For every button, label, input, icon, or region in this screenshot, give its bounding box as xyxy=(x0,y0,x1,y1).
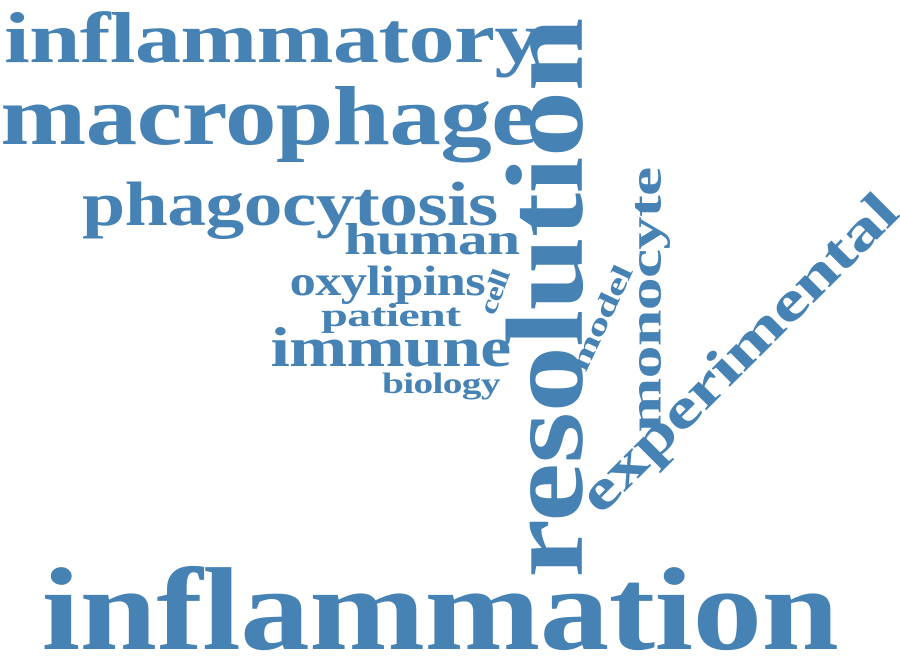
word-experimental: experimental xyxy=(565,180,900,526)
word-human: human xyxy=(344,215,520,264)
word-biology: biology xyxy=(382,367,500,400)
word-inflammatory: inflammatory xyxy=(4,0,540,78)
word-immune: immune xyxy=(269,317,511,379)
word-macrophage: macrophage xyxy=(0,70,536,163)
word-oxylipins: oxylipins xyxy=(289,259,485,305)
word-patient: patient xyxy=(321,297,461,334)
word-phagocytosis: phagocytosis xyxy=(82,171,498,239)
word-inflammation: inflammation xyxy=(41,544,839,660)
word-monocyte: monocyte xyxy=(619,167,671,433)
